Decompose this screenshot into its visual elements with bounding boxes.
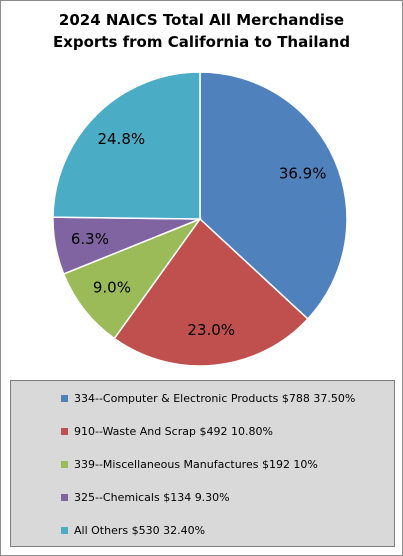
chart-title: 2024 NAICS Total All Merchandise Exports… [1, 9, 402, 53]
slice-label-all-others: 24.8% [97, 130, 145, 148]
legend-item-computer-electronic: 334--Computer & Electronic Products $788… [61, 390, 355, 406]
legend-item-miscellaneous: 339--Miscellaneous Manufactures $192 10% [61, 456, 318, 472]
pie-slice-miscellaneous [62, 217, 203, 340]
pie-slice-all-others [52, 71, 201, 220]
legend-label: 910--Waste And Scrap $492 10.80% [74, 424, 273, 438]
pie-slice-computer-electronic [199, 71, 348, 321]
slice-label-computer-electronic: 36.9% [279, 165, 327, 183]
legend-item-waste-scrap: 910--Waste And Scrap $492 10.80% [61, 423, 273, 439]
legend-swatch [61, 394, 68, 402]
legend-item-chemicals: 325--Chemicals $134 9.30% [61, 489, 230, 505]
legend-label: All Others $530 32.40% [74, 523, 206, 537]
pie-chart: 36.9% 23.0% 9.0% 6.3% 24.8% [52, 71, 348, 367]
slice-label-miscellaneous: 9.0% [93, 279, 131, 297]
chart-title-line-1: 2024 NAICS Total All Merchandise [58, 11, 345, 29]
legend-label: 334--Computer & Electronic Products $788… [74, 391, 356, 405]
slice-label-waste-scrap: 23.0% [187, 321, 235, 339]
legend-swatch [61, 493, 68, 501]
chart-title-line-2: Exports from California to Thailand [52, 33, 351, 51]
legend-swatch [61, 427, 68, 435]
legend-item-all-others: All Others $530 32.40% [61, 522, 205, 538]
legend-swatch [61, 460, 68, 468]
pie-slice-waste-scrap [113, 217, 309, 367]
legend-label: 325--Chemicals $134 9.30% [74, 490, 230, 504]
legend-label: 339--Miscellaneous Manufactures $192 10% [74, 457, 318, 471]
slice-label-chemicals: 6.3% [71, 230, 109, 248]
legend-swatch [61, 526, 68, 534]
chart-legend: 334--Computer & Electronic Products $788… [10, 380, 395, 547]
